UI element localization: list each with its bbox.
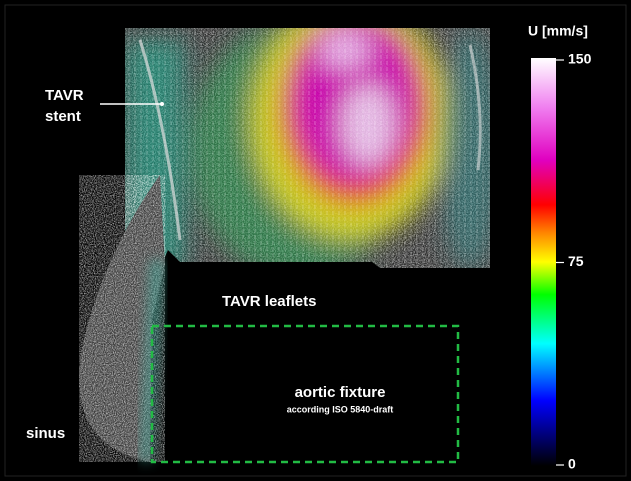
colorbar-tick-label: 0 [568, 456, 576, 472]
colorbar-tick-label: 150 [568, 51, 592, 67]
figure: TAVR stent TAVR leaflets aortic fixture … [0, 0, 631, 481]
sinus-label: sinus [26, 425, 65, 442]
stent-label: stent [45, 108, 81, 125]
colorbar-title: U [mm/s] [528, 23, 588, 39]
fixture-note: according ISO 5840-draft [287, 404, 394, 414]
leaflets-label: TAVR leaflets [222, 293, 316, 310]
stent-label: TAVR [45, 87, 84, 104]
colorbar-tick-label: 75 [568, 253, 584, 269]
colorbar-gradient [531, 58, 556, 466]
fixture-label: aortic fixture [295, 384, 386, 401]
stent-pointer-dot [160, 102, 164, 106]
velocity-field [125, 0, 500, 280]
